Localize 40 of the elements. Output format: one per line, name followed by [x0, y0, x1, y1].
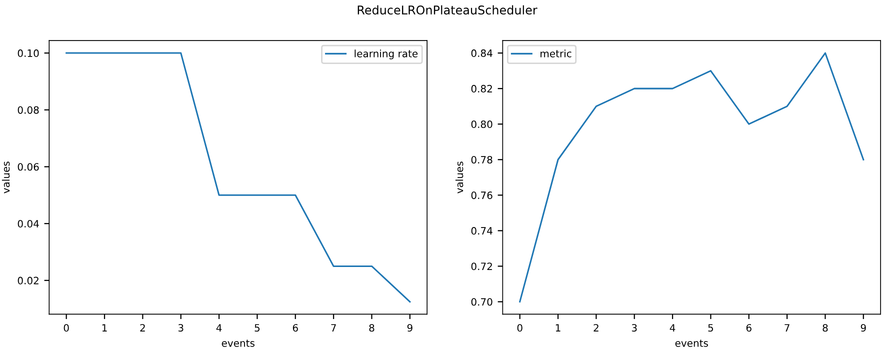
y-tick-label: 0.80: [471, 120, 492, 128]
x-tick-label: 4: [670, 324, 676, 332]
x-tick-label: 0: [64, 324, 69, 332]
x-tick-label: 1: [556, 324, 560, 332]
x-tick-label: 4: [216, 324, 222, 332]
x-tick-label: 5: [708, 324, 714, 332]
x-tick-label: 3: [178, 324, 184, 332]
x-tick-label: 2: [594, 324, 598, 332]
y-tick-label: 0.74: [471, 227, 492, 235]
x-tick-label: 9: [860, 324, 866, 332]
y-tick-label: 0.04: [18, 220, 39, 228]
y-tick-label: 0.84: [471, 49, 492, 57]
x-tick-label: 0: [517, 324, 522, 332]
legend-label: learning rate: [354, 50, 418, 60]
legend-label: metric: [540, 50, 572, 58]
x-tick-label: 8: [822, 324, 828, 332]
y-axis-title: values: [2, 162, 10, 194]
y-tick-label: 0.02: [18, 276, 38, 284]
y-tick-label: 0.70: [471, 298, 492, 306]
x-tick-label: 6: [292, 324, 298, 332]
x-tick-label: 7: [784, 324, 790, 332]
y-tick-label: 0.08: [18, 106, 39, 114]
x-tick-label: 2: [140, 324, 145, 332]
y-tick-label: 0.06: [18, 163, 39, 171]
y-tick-label: 0.78: [471, 156, 492, 164]
x-axis-title: events: [222, 340, 254, 347]
chart-title: ReduceLROnPlateauScheduler: [358, 5, 538, 15]
x-tick-label: 7: [331, 324, 336, 332]
y-axis-title: values: [455, 162, 464, 194]
x-tick-label: 5: [254, 324, 260, 332]
x-tick-label: 6: [746, 324, 752, 332]
y-tick-label: 0.72: [471, 262, 492, 270]
y-tick-label: 0.82: [471, 84, 492, 92]
x-tick-label: 3: [632, 324, 637, 332]
y-tick-label: 0.10: [18, 49, 39, 57]
x-axis-title: events: [675, 340, 708, 347]
x-tick-label: 9: [407, 324, 412, 332]
x-tick-label: 8: [369, 324, 374, 332]
x-tick-label: 1: [102, 324, 107, 332]
y-tick-label: 0.76: [471, 192, 492, 200]
